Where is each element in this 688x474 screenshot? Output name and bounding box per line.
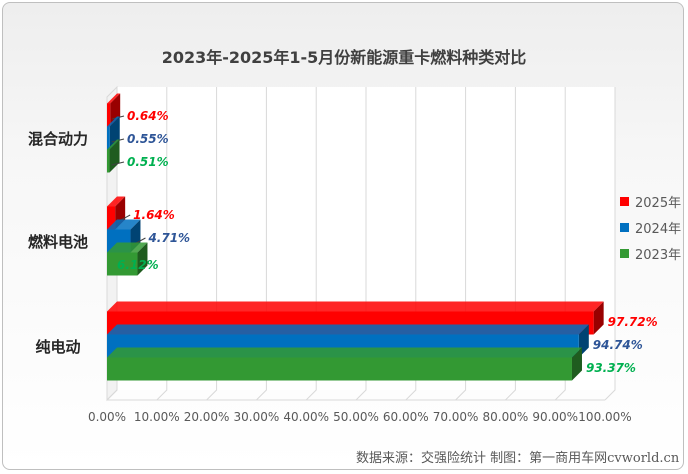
gridline [106, 87, 118, 401]
x-tick-label: 50.00% [333, 410, 379, 424]
bar [107, 206, 116, 230]
bar [107, 357, 572, 381]
x-tick-label: 80.00% [483, 410, 529, 424]
data-label: 94.74% [593, 338, 643, 352]
gridline [355, 87, 367, 401]
bar-side-face [137, 242, 148, 276]
bar [107, 103, 111, 127]
bar-top-face [107, 196, 126, 207]
data-label: 0.55% [127, 132, 169, 146]
x-tick-label: 10.00% [134, 410, 180, 424]
legend-item-2023: 2023年 [620, 240, 681, 266]
gridline [256, 87, 267, 401]
bar [107, 252, 138, 276]
x-tick-label: 70.00% [433, 410, 479, 424]
legend-swatch-2024 [620, 222, 629, 232]
legend-swatch-2025 [620, 196, 629, 206]
bar-side-face [571, 347, 582, 381]
legend: 2025年 2024年 2023年 [620, 188, 681, 266]
category-label: 燃料电池 [28, 233, 88, 251]
legend-item-2025: 2025年 [620, 188, 681, 214]
data-label: 1.64% [133, 208, 175, 222]
bar-top-face [107, 347, 582, 358]
bar-top-face [107, 93, 121, 104]
x-tick-label: 90.00% [532, 410, 578, 424]
bar-top-face [107, 242, 148, 253]
data-label: 6.12% [117, 258, 159, 272]
chart-title: 2023年-2025年1-5月份新能源重卡燃料种类对比 [161, 48, 527, 67]
x-tick-label: 30.00% [234, 410, 280, 424]
bar-side-face [109, 139, 120, 173]
x-tick-label: 100.00% [578, 410, 631, 424]
legend-label-2024: 2024年 [635, 221, 682, 237]
bar-top-face [107, 116, 120, 127]
data-label: 0.64% [127, 109, 169, 123]
bar [107, 126, 110, 150]
bar-top-face [107, 219, 141, 230]
data-label: 93.37% [586, 361, 636, 375]
data-label: 0.51% [127, 155, 169, 169]
gridline [156, 87, 168, 401]
legend-swatch-2023 [620, 248, 629, 258]
gridline [405, 87, 417, 401]
legend-label-2025: 2025年 [635, 195, 682, 211]
x-tick-label: 40.00% [283, 410, 329, 424]
gridline [505, 87, 516, 401]
bar-top-face [107, 324, 589, 335]
x-tick-label: 0.00% [88, 410, 126, 424]
bar-top-face [107, 139, 120, 150]
category-label: 混合动力 [28, 130, 88, 148]
category-label: 纯电动 [35, 338, 80, 356]
source-note: 数据来源：交强险统计 制图：第一商用车网cvworld.cn [356, 451, 680, 466]
gridline [206, 87, 218, 401]
data-label: 4.71% [147, 231, 190, 245]
legend-label-2023: 2023年 [635, 247, 682, 263]
x-tick-label: 20.00% [184, 410, 230, 424]
gridline [604, 87, 616, 401]
gridline [554, 87, 566, 401]
bar [107, 149, 110, 173]
bar-top-face [107, 301, 604, 312]
gridline [305, 87, 317, 401]
bar-side-face [593, 301, 604, 335]
legend-item-2024: 2024年 [620, 214, 681, 240]
gridline [455, 87, 467, 401]
data-label-leader [111, 161, 125, 166]
x-tick-label: 60.00% [383, 410, 429, 424]
data-label: 97.72% [608, 315, 658, 329]
